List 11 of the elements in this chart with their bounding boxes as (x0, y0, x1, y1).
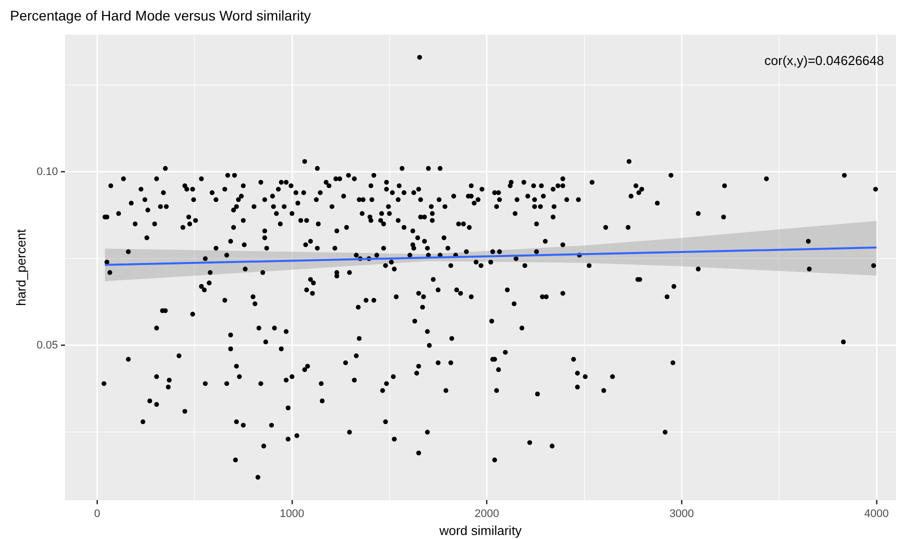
annotation: cor(x,y)=0.04626648 (764, 52, 884, 68)
x-tick-label: 4000 (864, 508, 889, 520)
chart-title: Percentage of Hard Mode versus Word similarity (10, 7, 311, 24)
x-tick-label: 1000 (280, 508, 304, 520)
x-tick-label: 2000 (474, 508, 500, 520)
y-axis-title: hard_percent (13, 228, 28, 306)
y-tick-label: 0.05 (36, 339, 58, 352)
x-tick-label: 3000 (669, 508, 694, 520)
x-tick-label: 0 (94, 508, 100, 520)
x-axis-title: word similarity (438, 522, 522, 538)
y-tick-label: 0.10 (36, 166, 58, 178)
